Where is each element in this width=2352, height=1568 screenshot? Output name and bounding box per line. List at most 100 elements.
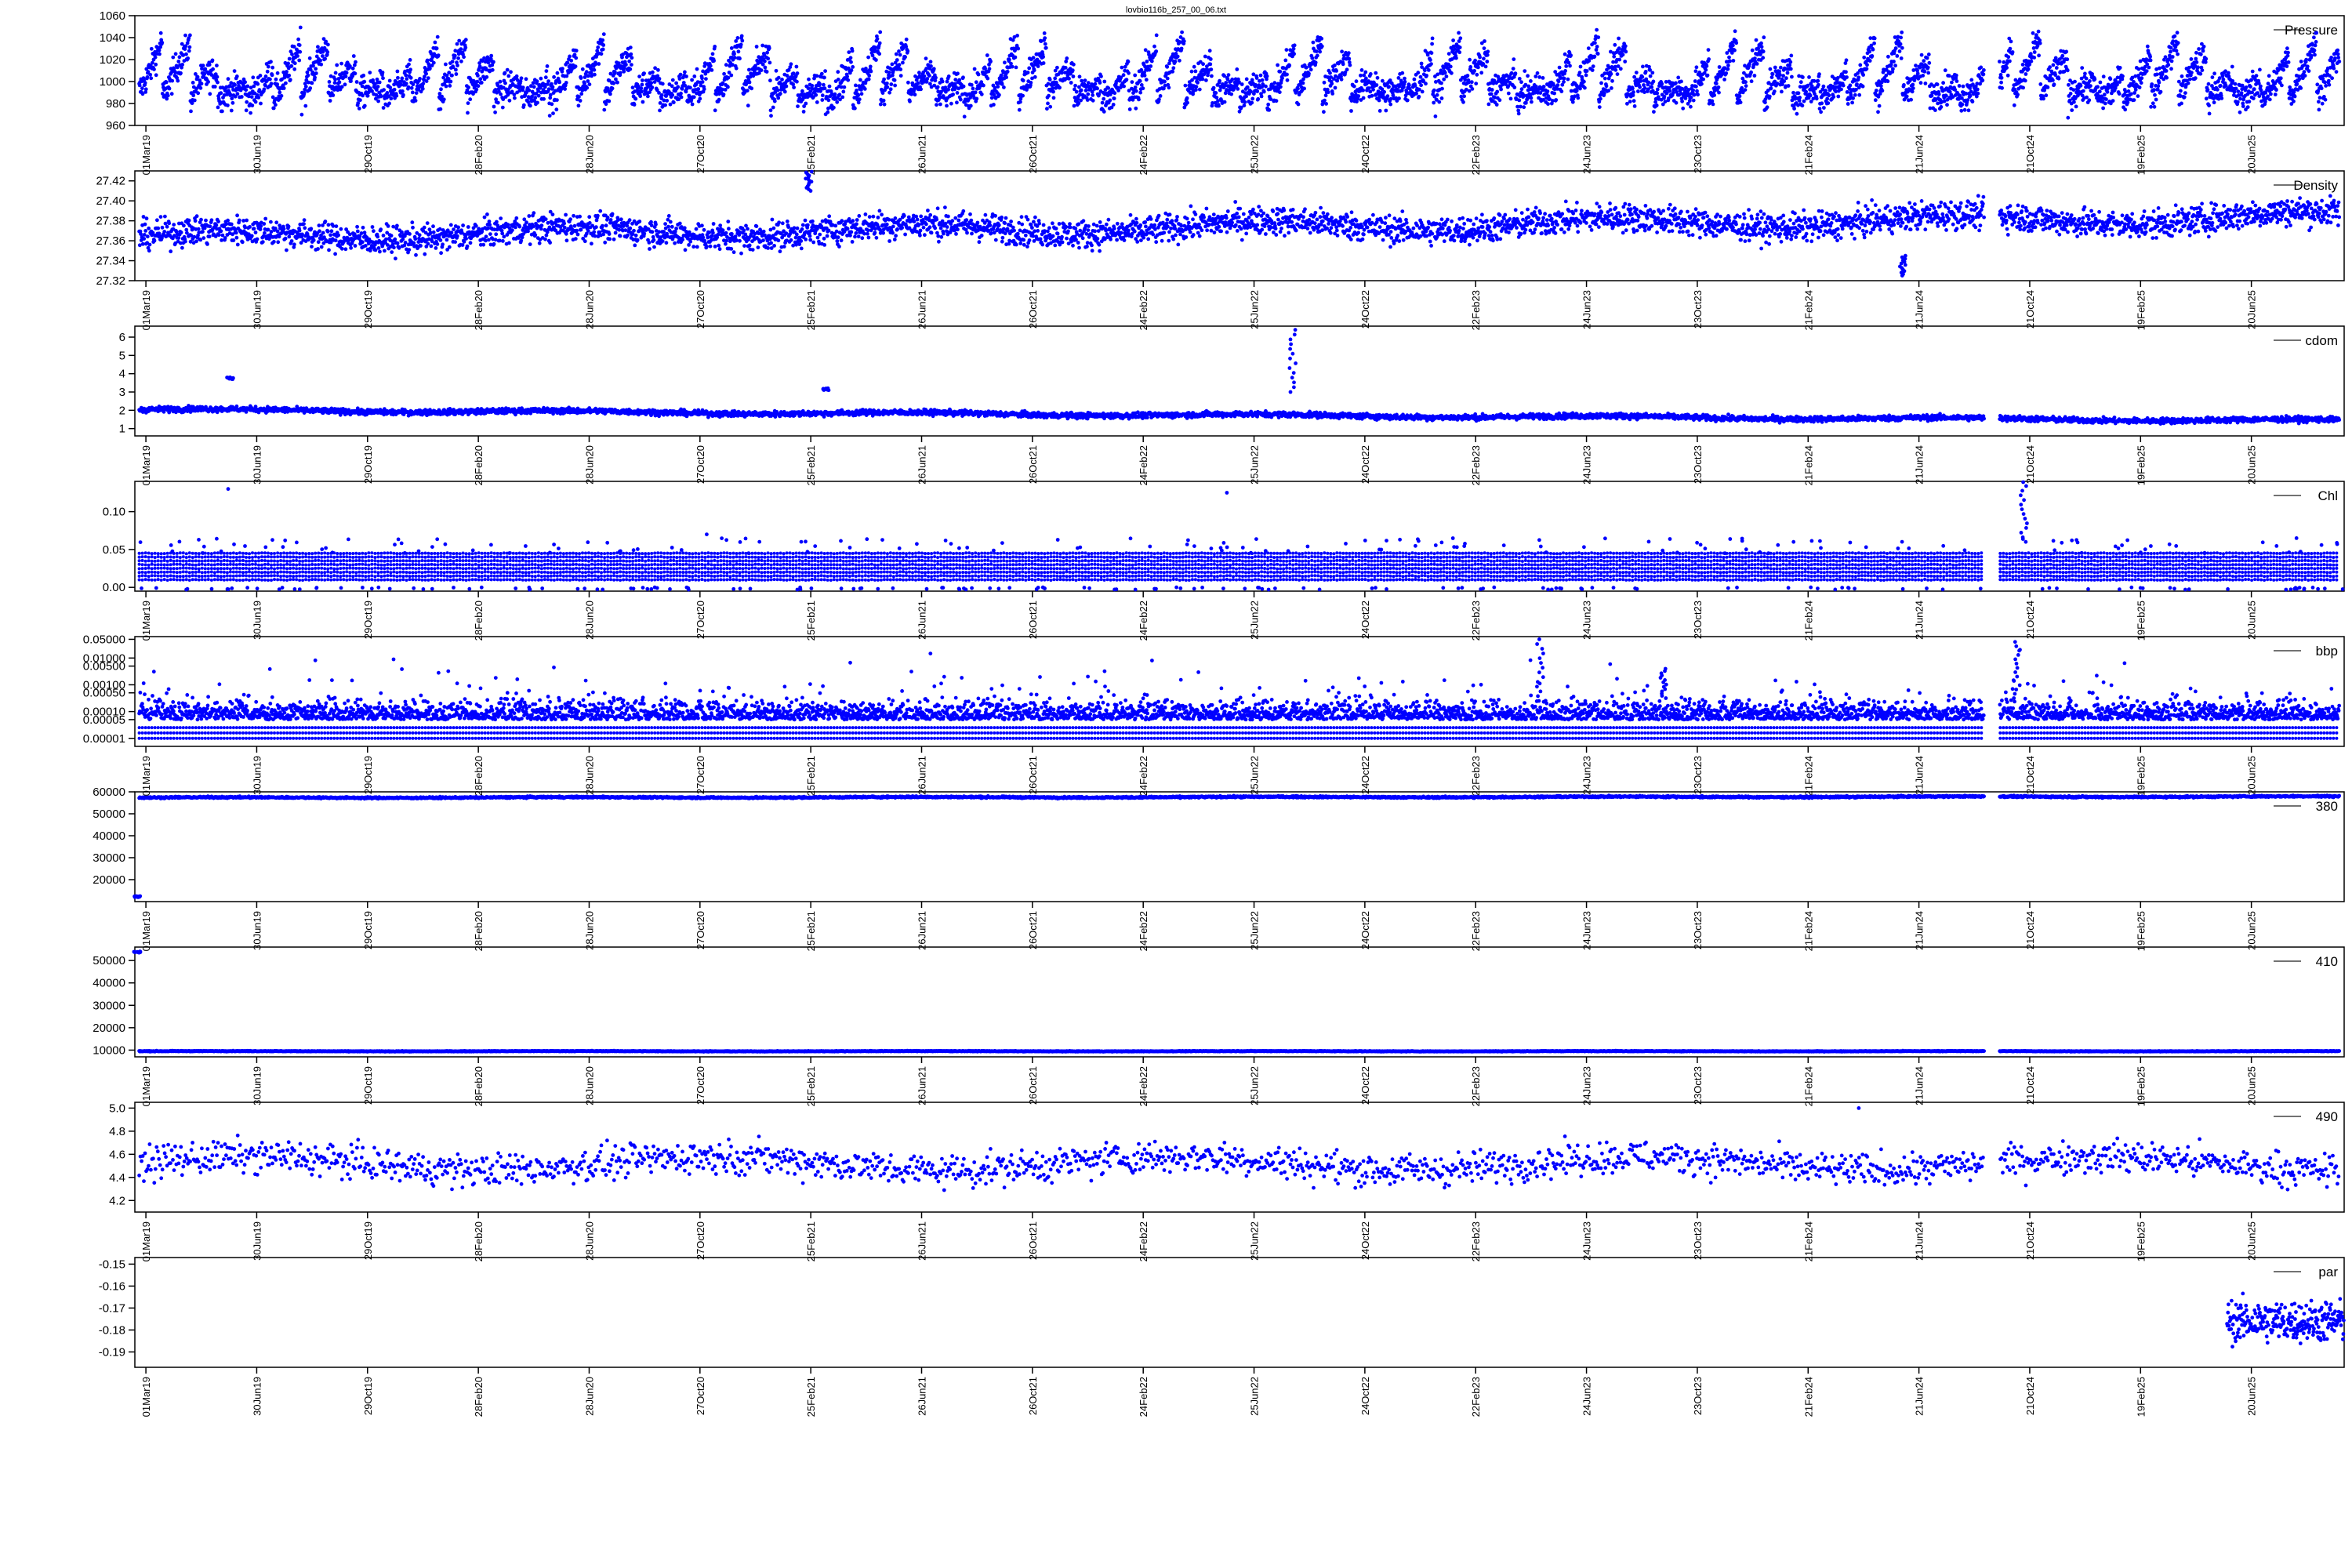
data-point xyxy=(585,86,589,90)
data-point xyxy=(854,84,858,88)
x-tick-label: 30Jun19 xyxy=(251,135,263,174)
data-point xyxy=(456,64,459,67)
data-point xyxy=(878,42,882,45)
data-point xyxy=(436,35,440,39)
data-point xyxy=(887,71,891,74)
data-point xyxy=(771,106,775,110)
data-point xyxy=(624,63,628,67)
data-point xyxy=(601,48,605,52)
data-point xyxy=(455,72,459,76)
data-point xyxy=(263,88,267,92)
data-point xyxy=(899,74,903,78)
data-point xyxy=(1134,107,1138,111)
data-point xyxy=(522,103,526,107)
legend-label: Pressure xyxy=(2285,23,2338,38)
data-point xyxy=(144,87,148,91)
data-point xyxy=(1065,56,1069,60)
data-point xyxy=(895,58,899,62)
data-point xyxy=(485,75,488,79)
x-tick-label: 28Jun20 xyxy=(583,135,595,174)
data-point xyxy=(1053,77,1057,81)
data-point xyxy=(235,74,239,78)
data-point xyxy=(855,89,858,93)
data-point xyxy=(323,57,327,61)
data-point xyxy=(154,63,158,67)
data-point xyxy=(633,97,637,101)
data-point xyxy=(575,49,579,53)
data-point xyxy=(289,78,292,82)
data-point xyxy=(319,63,323,67)
data-point xyxy=(701,80,705,84)
y-tick-label: 1040 xyxy=(100,31,125,45)
data-point xyxy=(408,67,412,71)
data-point xyxy=(304,85,308,89)
data-point xyxy=(199,86,203,90)
data-point xyxy=(776,96,780,100)
data-point xyxy=(314,71,318,75)
data-point xyxy=(547,87,551,91)
data-point xyxy=(1148,68,1152,72)
data-point xyxy=(646,95,650,99)
data-point xyxy=(361,74,365,78)
data-point xyxy=(837,78,840,82)
data-point xyxy=(992,103,996,107)
data-point xyxy=(298,50,302,54)
data-point xyxy=(275,82,279,86)
data-point xyxy=(969,104,973,108)
data-point xyxy=(869,65,873,69)
data-point xyxy=(739,43,743,47)
data-point xyxy=(201,64,205,67)
data-point xyxy=(216,81,220,85)
data-point xyxy=(456,56,460,60)
data-point xyxy=(586,79,590,83)
data-point xyxy=(230,109,234,113)
data-point xyxy=(982,84,985,88)
data-point xyxy=(339,62,343,66)
data-point xyxy=(444,63,448,67)
data-point xyxy=(282,86,286,90)
data-point xyxy=(755,45,759,49)
data-point xyxy=(826,111,829,114)
data-point xyxy=(428,67,432,71)
x-tick-label: 22Feb23 xyxy=(1470,135,1482,175)
data-point xyxy=(710,68,714,72)
data-point xyxy=(381,71,385,74)
data-point xyxy=(176,79,180,83)
data-point xyxy=(191,93,195,97)
data-point xyxy=(568,55,572,59)
data-point xyxy=(333,78,337,82)
data-point xyxy=(437,53,441,57)
data-point xyxy=(1133,74,1137,78)
data-point xyxy=(971,87,975,91)
data-point xyxy=(249,111,252,115)
data-point xyxy=(386,91,390,95)
data-point xyxy=(527,89,531,93)
data-point xyxy=(148,73,152,77)
data-point xyxy=(434,41,437,45)
data-point xyxy=(354,71,358,75)
data-point xyxy=(840,96,844,100)
data-point xyxy=(424,72,428,76)
data-point xyxy=(1084,89,1088,93)
data-point xyxy=(726,85,730,89)
data-point xyxy=(1102,97,1105,101)
data-point xyxy=(480,81,484,85)
data-point xyxy=(941,80,945,84)
data-point xyxy=(640,90,644,94)
data-point xyxy=(804,102,808,106)
data-point xyxy=(717,98,721,102)
data-point xyxy=(276,71,280,75)
data-point xyxy=(810,84,814,88)
data-point xyxy=(843,85,847,89)
data-point xyxy=(186,56,190,60)
data-point xyxy=(962,85,966,89)
data-point xyxy=(866,56,870,60)
data-point xyxy=(893,84,897,88)
data-point xyxy=(669,103,673,107)
data-point xyxy=(1073,104,1076,108)
data-point xyxy=(832,106,836,110)
data-point xyxy=(393,88,397,92)
data-point xyxy=(740,34,744,38)
data-point xyxy=(929,64,933,68)
data-point xyxy=(769,108,773,112)
